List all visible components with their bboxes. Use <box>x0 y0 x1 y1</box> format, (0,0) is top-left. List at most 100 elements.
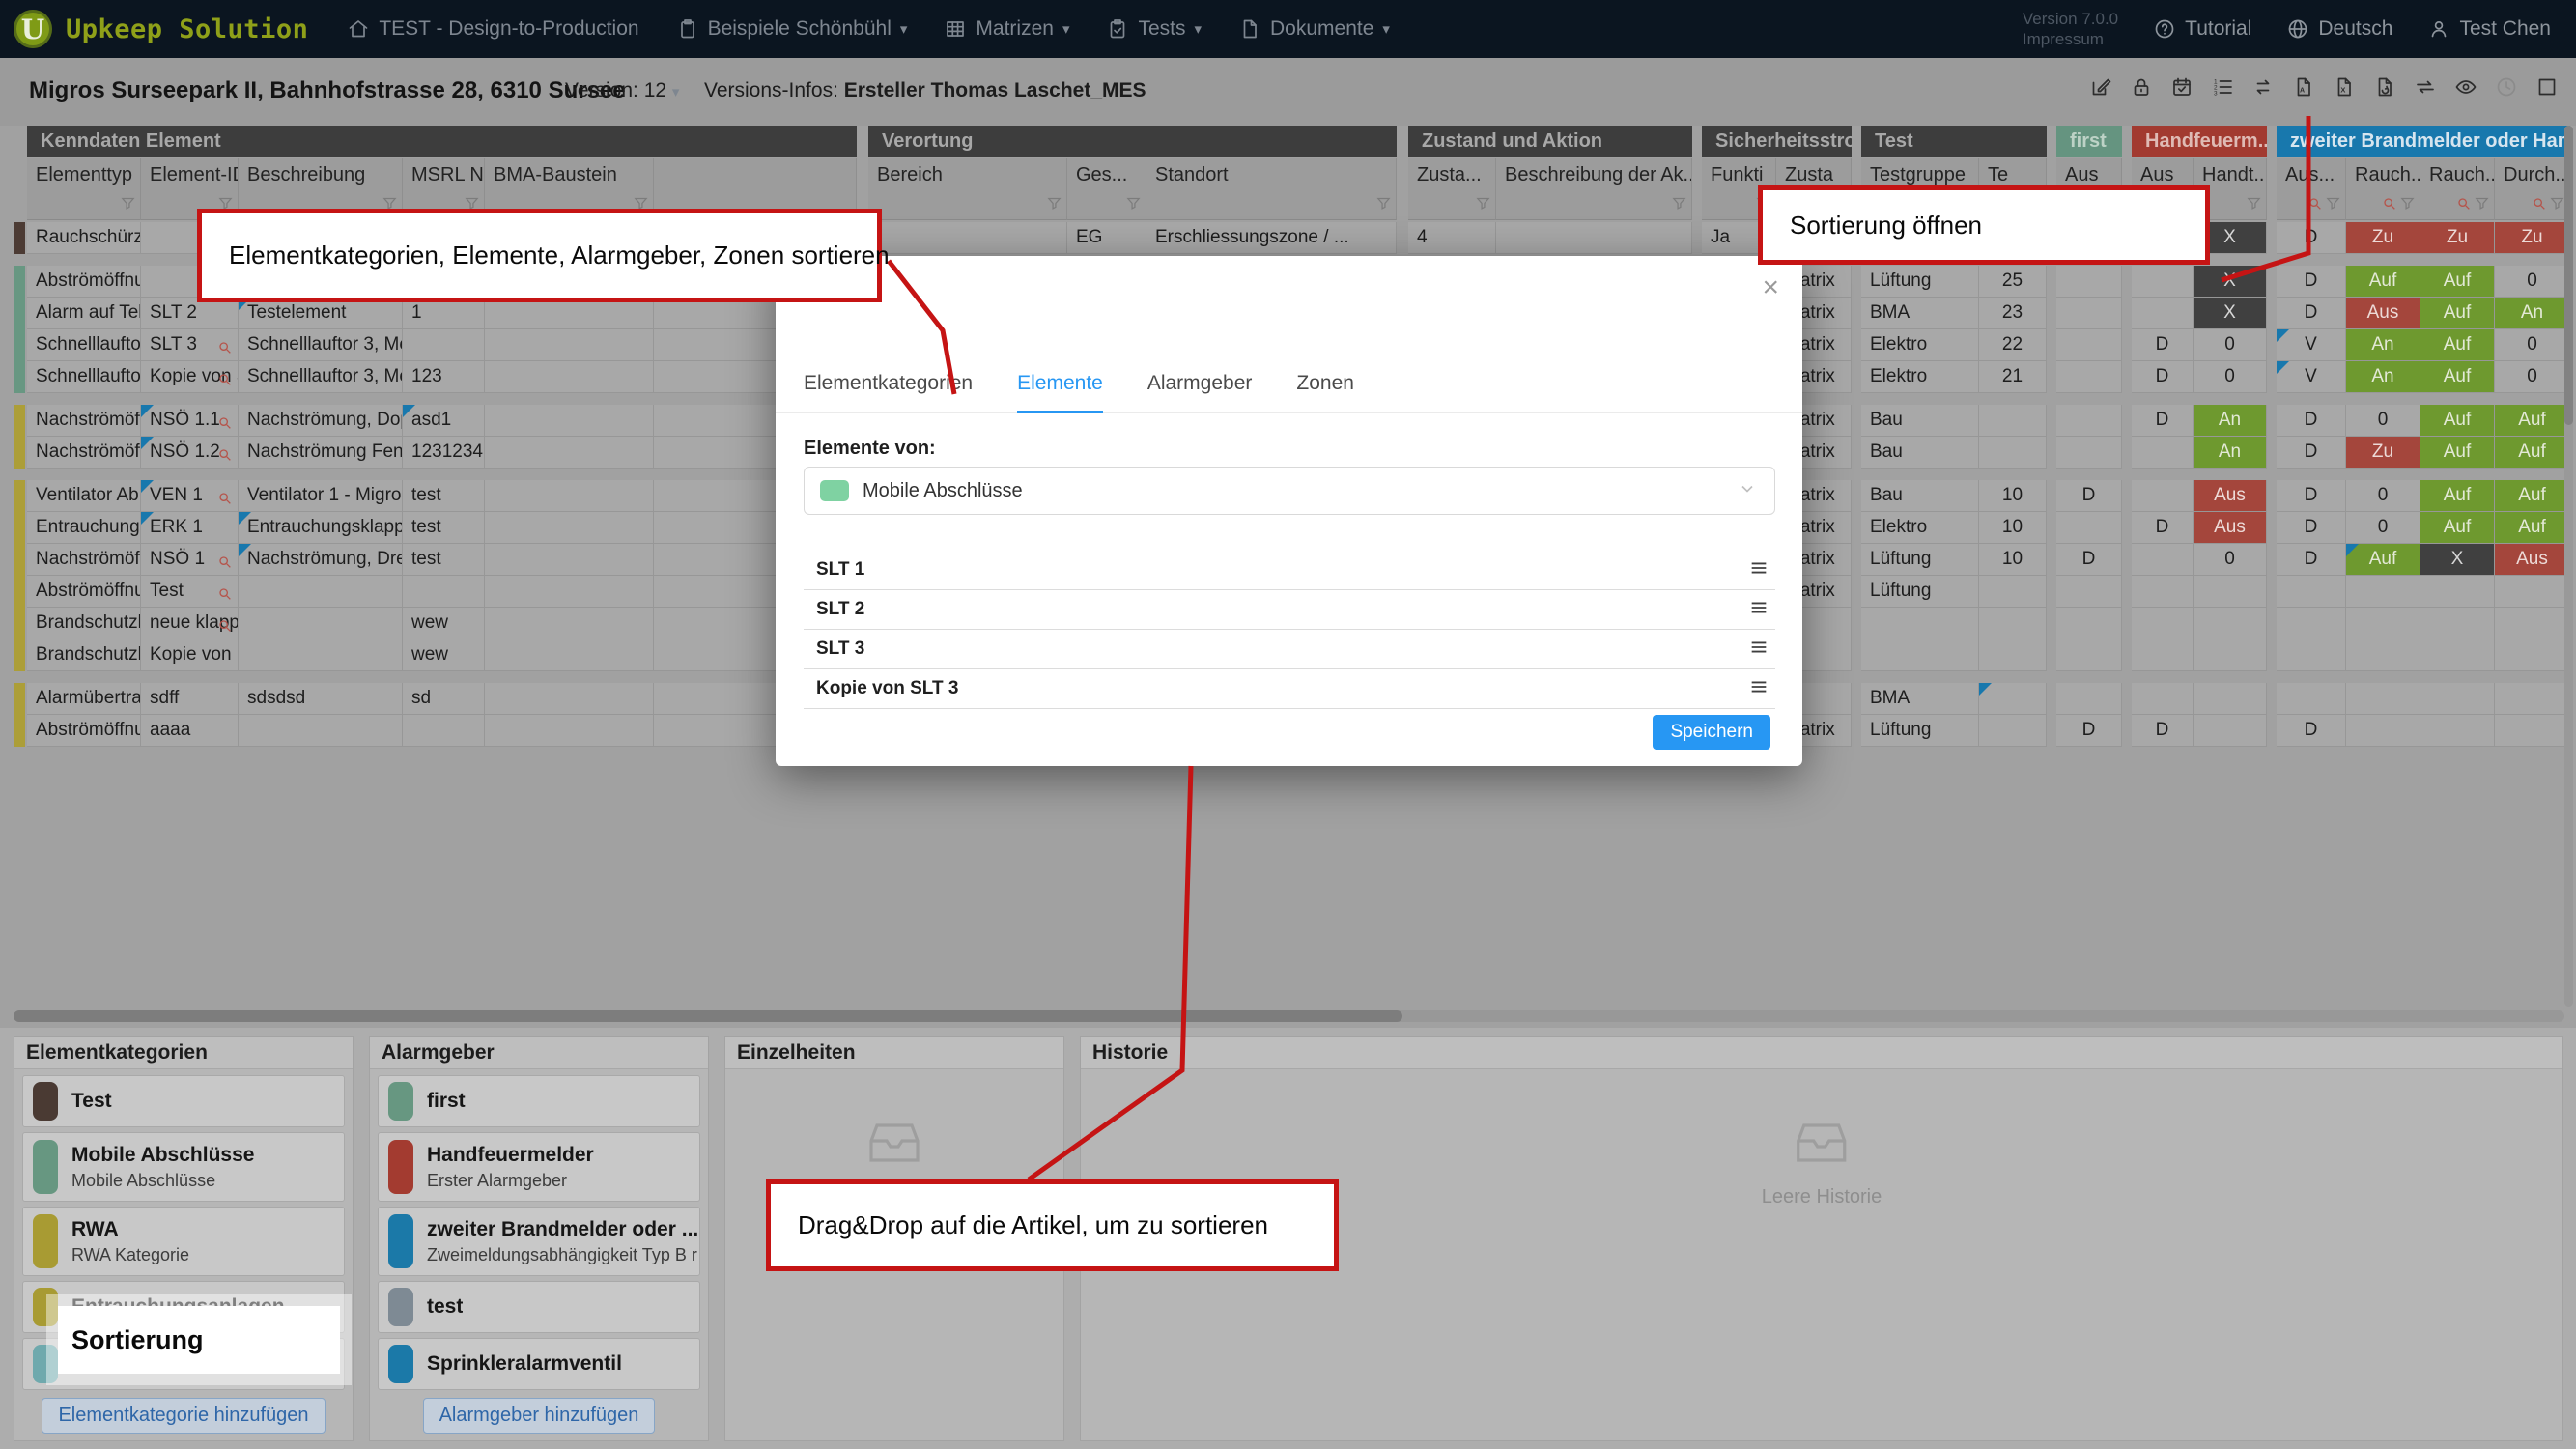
column-header-18[interactable]: Aus... <box>2277 158 2346 220</box>
cell[interactable]: 1231234 <box>403 437 485 469</box>
cell[interactable]: D <box>2277 298 2346 329</box>
cell[interactable] <box>2194 576 2267 608</box>
cell[interactable] <box>2056 639 2122 671</box>
cell[interactable] <box>1979 405 2047 437</box>
cell[interactable]: Schnelllauftor 3, Metzgerei <box>239 329 403 361</box>
cell[interactable]: Auf <box>2420 480 2495 512</box>
filter-icon[interactable] <box>382 195 398 216</box>
cell[interactable]: D <box>2132 512 2194 544</box>
cell[interactable]: D <box>2056 544 2122 576</box>
cell[interactable] <box>2194 715 2267 747</box>
cell[interactable] <box>2495 715 2570 747</box>
cell[interactable] <box>2132 480 2194 512</box>
cell[interactable]: 21 <box>1979 361 2047 393</box>
cell[interactable]: 0 <box>2194 361 2267 393</box>
cell[interactable] <box>2056 683 2122 715</box>
filter-icon[interactable] <box>217 195 234 216</box>
cell[interactable] <box>1979 683 2047 715</box>
cell[interactable] <box>485 512 654 544</box>
drag-handle-icon[interactable] <box>1748 597 1769 623</box>
list-item[interactable]: first <box>378 1075 700 1127</box>
cell[interactable]: Test <box>141 576 239 608</box>
drag-handle-icon[interactable] <box>1748 676 1769 702</box>
cell[interactable]: D <box>2056 715 2122 747</box>
cell[interactable]: VEN 1 <box>141 480 239 512</box>
cell[interactable]: Elektro <box>1861 512 1979 544</box>
cell[interactable] <box>239 715 403 747</box>
clock-icon[interactable] <box>2491 71 2524 104</box>
column-header-0[interactable]: Elementtyp <box>27 158 141 220</box>
cell[interactable] <box>2194 639 2267 671</box>
cell[interactable]: Auf <box>2420 512 2495 544</box>
sortable-item[interactable]: SLT 2 <box>804 590 1775 630</box>
cell[interactable] <box>485 361 654 393</box>
column-header-10[interactable]: Beschreibung der Ak... <box>1496 158 1692 220</box>
cell[interactable]: test <box>403 544 485 576</box>
cell[interactable] <box>1979 608 2047 639</box>
cell[interactable]: Entrauchungsklappe 1 <box>239 512 403 544</box>
cell[interactable]: 1 <box>403 298 485 329</box>
cell[interactable]: SLT 2 <box>141 298 239 329</box>
cell[interactable]: D <box>2132 329 2194 361</box>
cell[interactable]: An <box>2346 329 2420 361</box>
cell[interactable]: Erschliessungszone / ... <box>1146 222 1397 254</box>
cell[interactable]: Bau <box>1861 480 1979 512</box>
cell[interactable] <box>2420 576 2495 608</box>
cell[interactable] <box>1496 222 1692 254</box>
cell[interactable] <box>2277 683 2346 715</box>
search-icon[interactable] <box>217 486 233 511</box>
cell[interactable]: 0 <box>2194 329 2267 361</box>
cell[interactable]: 0 <box>2495 329 2570 361</box>
cell[interactable]: Zu <box>2420 222 2495 254</box>
cell[interactable]: 0 <box>2194 544 2267 576</box>
cell[interactable]: aaaa <box>141 715 239 747</box>
add-elementkategorie-button[interactable]: Elementkategorie hinzufügen <box>42 1398 326 1434</box>
nav-item-4[interactable]: Dokumente ▾ <box>1238 17 1390 41</box>
cell[interactable]: sdff <box>141 683 239 715</box>
cell[interactable]: D <box>2132 715 2194 747</box>
cell[interactable] <box>1979 437 2047 469</box>
cell[interactable]: Nachströmung, Drehflügeltüre <box>239 544 403 576</box>
cell[interactable]: Brandschutzklappe <box>27 639 141 671</box>
column-header-9[interactable]: Zusta... <box>1408 158 1496 220</box>
column-header-21[interactable]: Durch... <box>2495 158 2570 220</box>
nav-item-0[interactable]: TEST - Design-to-Production <box>347 17 639 41</box>
cell[interactable]: 10 <box>1979 544 2047 576</box>
cell[interactable]: 0 <box>2346 405 2420 437</box>
cell[interactable]: 0 <box>2495 266 2570 298</box>
filter-icon[interactable] <box>2474 195 2490 216</box>
cell[interactable]: X <box>2194 266 2267 298</box>
cell[interactable]: 4 <box>1408 222 1496 254</box>
file-refresh-icon[interactable] <box>2369 71 2402 104</box>
cell[interactable]: asd1 <box>403 405 485 437</box>
cell[interactable] <box>2194 608 2267 639</box>
cell[interactable]: Auf <box>2420 405 2495 437</box>
cell[interactable]: Lüftung <box>1861 715 1979 747</box>
nav-link-deutsch[interactable]: Deutsch <box>2286 17 2392 41</box>
filter-icon[interactable] <box>464 195 480 216</box>
cell[interactable] <box>2495 608 2570 639</box>
cell[interactable]: Abströmöffnung <box>27 576 141 608</box>
cell[interactable]: Auf <box>2420 329 2495 361</box>
cell[interactable]: An <box>2495 298 2570 329</box>
cell[interactable]: ERK 1 <box>141 512 239 544</box>
cell[interactable]: test <box>403 480 485 512</box>
cell[interactable]: Zu <box>2346 437 2420 469</box>
cell[interactable]: D <box>2132 361 2194 393</box>
list-item[interactable]: Mobile Abschlüsse Mobile Abschlüsse <box>22 1132 345 1202</box>
cell[interactable]: NSÖ 1.1 <box>141 405 239 437</box>
repeat-icon[interactable] <box>2248 71 2280 104</box>
cell[interactable]: D <box>2277 480 2346 512</box>
search-icon[interactable] <box>217 442 233 468</box>
cell[interactable]: Auf <box>2495 512 2570 544</box>
cell[interactable]: Aus <box>2194 480 2267 512</box>
search-icon[interactable] <box>217 367 233 392</box>
cell[interactable]: BMA <box>1861 298 1979 329</box>
pdf-file-icon[interactable]: A <box>2288 71 2321 104</box>
cell[interactable] <box>2056 361 2122 393</box>
cell[interactable]: Entrauchungsklappe <box>27 512 141 544</box>
lock-icon[interactable] <box>2126 71 2159 104</box>
cell[interactable] <box>403 715 485 747</box>
search-icon[interactable] <box>2307 196 2323 216</box>
cell[interactable]: X <box>2420 544 2495 576</box>
